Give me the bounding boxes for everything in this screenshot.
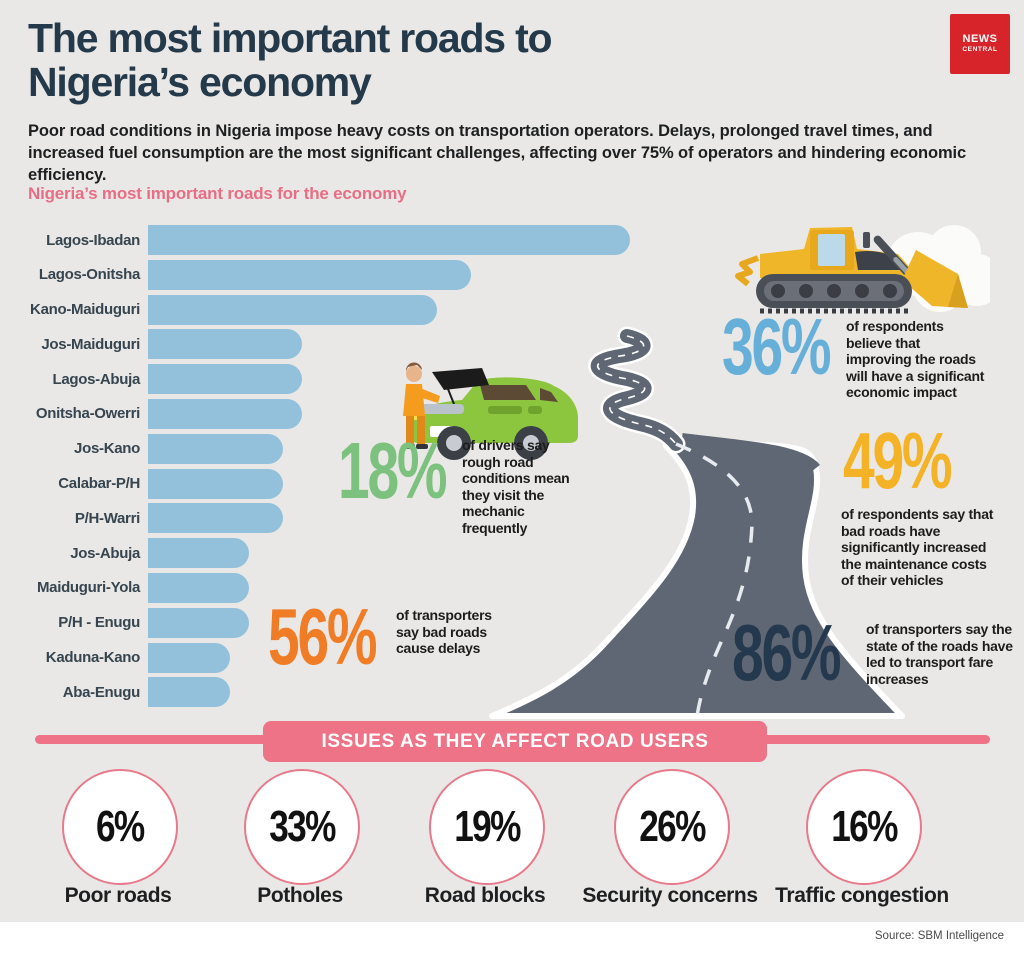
bar	[148, 398, 303, 429]
mechanic-icon	[403, 362, 440, 449]
bar-label: Lagos-Ibadan	[46, 231, 140, 249]
stat-caption: of drivers say rough road conditions mea…	[462, 437, 570, 536]
bar	[148, 503, 283, 534]
car-icon	[409, 368, 578, 460]
bar-row: Aba-Enugu	[0, 677, 700, 708]
bar-label: Lagos-Onitsha	[38, 266, 140, 284]
bar	[148, 642, 230, 673]
bar-row: P/H - Enugu	[0, 607, 700, 638]
bar-label: Jos-Kano	[74, 440, 140, 458]
stat-caption: of respondents believe that improving th…	[846, 318, 985, 401]
bar-row: Lagos-Abuja	[0, 364, 700, 395]
page-title: The most important roads to Nigeria’s ec…	[28, 15, 553, 106]
stat-caption: of transporters say the state of the roa…	[866, 621, 1013, 687]
bar	[148, 259, 471, 290]
bar	[148, 468, 283, 499]
bar	[148, 225, 630, 255]
source-credit: Source: SBM Intelligence	[874, 930, 1004, 942]
bar-row: Maiduguri-Yola	[0, 572, 700, 603]
stat-value: 49%	[843, 416, 953, 506]
issue-value: 16%	[831, 802, 898, 851]
stat-value: 18%	[338, 426, 448, 516]
bar-label: Calabar-P/H	[58, 475, 140, 493]
stat-value: 56%	[268, 592, 378, 682]
bar-row: Kaduna-Kano	[0, 642, 700, 673]
bar	[148, 538, 250, 569]
bar	[148, 433, 283, 464]
bar-label: Kaduna-Kano	[45, 649, 141, 667]
road-body-top	[681, 433, 820, 472]
stat-caption: of transporters say bad roads cause dela…	[396, 607, 492, 657]
bar-row: Kano-Maiduguri	[0, 294, 700, 325]
issues-banner: ISSUES AS THEY AFFECT ROAD USERS	[263, 721, 767, 762]
stat-economic-impact: 36%	[722, 307, 865, 387]
bar	[148, 677, 230, 708]
bulldozer-tracks	[756, 274, 912, 314]
bar-row: Lagos-Ibadan	[0, 225, 700, 255]
chart-heading: Nigeria’s most important roads for the e…	[28, 184, 407, 203]
bar-label: Jos-Abuja	[70, 544, 140, 562]
bar-row: Lagos-Onitsha	[0, 259, 700, 290]
bar-row: P/H-Warri	[0, 503, 700, 534]
roads-bar-chart: Lagos-Ibadan Lagos-Onitsha Kano-Maidugur…	[0, 225, 700, 708]
bar-label: P/H-Warri	[74, 509, 140, 527]
issue-circle-potholes: 33%	[244, 769, 360, 885]
bulldozer-icon	[735, 225, 990, 314]
road-lane-dashes	[675, 442, 754, 717]
bar-label: P/H - Enugu	[58, 614, 140, 632]
stat-delays: 56%	[268, 597, 411, 677]
bar-row: Calabar-P/H	[0, 468, 700, 499]
stat-mechanic-visits: 18%	[338, 431, 481, 511]
stat-fare-increases: 86%	[732, 613, 875, 693]
bar-row: Onitsha-Owerri	[0, 398, 700, 429]
bar	[148, 572, 250, 603]
issue-value: 33%	[269, 802, 336, 851]
issue-value: 19%	[454, 802, 521, 851]
bar-label: Onitsha-Owerri	[35, 405, 140, 423]
issue-label: Potholes	[257, 884, 343, 907]
bottom-strip	[0, 922, 1024, 953]
road-zigzag	[588, 326, 686, 454]
logo-text-central: CENTRAL	[962, 45, 998, 53]
issue-label: Security concerns	[582, 884, 758, 907]
issue-circle-poor-roads: 6%	[62, 769, 178, 885]
issue-label: Traffic congestion	[775, 884, 949, 907]
bar-row: Jos-Abuja	[0, 538, 700, 569]
bar	[148, 294, 438, 325]
issue-circle-security-concerns: 26%	[614, 769, 730, 885]
bar	[148, 364, 303, 395]
page-title-line2: Nigeria’s economy	[28, 59, 372, 106]
bar-row: Jos-Maiduguri	[0, 329, 700, 360]
bar-label: Kano-Maiduguri	[30, 301, 140, 319]
stat-value: 86%	[732, 608, 842, 698]
bar-label: Lagos-Abuja	[52, 370, 140, 388]
logo-text-news: NEWS	[962, 32, 998, 45]
intro-paragraph: Poor road conditions in Nigeria impose h…	[28, 122, 967, 184]
bar-label: Maiduguri-Yola	[36, 579, 140, 597]
ripper-icon	[735, 255, 760, 287]
issue-value: 26%	[639, 802, 706, 851]
bar-row: Jos-Kano	[0, 433, 700, 464]
bulldozer-body	[760, 227, 968, 308]
stat-caption: of respondents say that bad roads have s…	[841, 506, 994, 589]
mechanic-car-icon	[403, 362, 578, 460]
page-title-line1: The most important roads to	[28, 15, 553, 61]
issue-label: Road blocks	[424, 884, 546, 907]
issue-circle-traffic-congestion: 16%	[806, 769, 922, 885]
bar	[148, 329, 303, 360]
bar-label: Aba-Enugu	[62, 683, 141, 701]
news-central-logo: NEWS CENTRAL	[950, 14, 1010, 74]
stat-value: 36%	[722, 302, 832, 392]
stat-maintenance-costs: 49%	[843, 421, 986, 501]
bar-label: Jos-Maiduguri	[41, 335, 140, 353]
issue-circle-road-blocks: 19%	[429, 769, 545, 885]
issue-label: Poor roads	[64, 884, 172, 907]
issue-value: 6%	[96, 802, 145, 851]
bar	[148, 607, 250, 638]
